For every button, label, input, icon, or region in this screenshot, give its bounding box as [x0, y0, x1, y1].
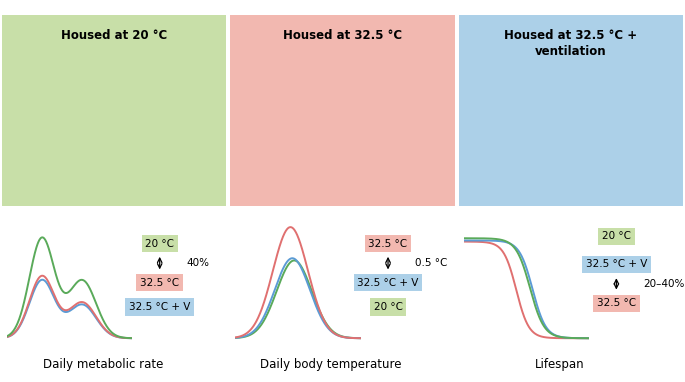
Text: 32.5 °C: 32.5 °C: [140, 278, 179, 288]
Text: 32.5 °C + V: 32.5 °C + V: [129, 302, 190, 312]
Text: 40%: 40%: [186, 258, 210, 268]
Text: Daily metabolic rate: Daily metabolic rate: [42, 358, 163, 371]
Text: 0.5 °C: 0.5 °C: [415, 258, 447, 268]
Text: Housed at 32.5 °C: Housed at 32.5 °C: [283, 29, 402, 42]
Text: 32.5 °C + V: 32.5 °C + V: [586, 259, 647, 269]
Text: 32.5 °C: 32.5 °C: [369, 239, 408, 249]
Text: 20–40%: 20–40%: [643, 279, 684, 289]
Text: 32.5 °C: 32.5 °C: [597, 298, 636, 308]
Text: 20 °C: 20 °C: [373, 302, 403, 312]
Text: Housed at 32.5 °C +
ventilation: Housed at 32.5 °C + ventilation: [504, 29, 638, 58]
Text: 20 °C: 20 °C: [602, 231, 631, 241]
Text: Lifespan: Lifespan: [534, 358, 584, 371]
Text: Daily body temperature: Daily body temperature: [260, 358, 402, 371]
Text: 20 °C: 20 °C: [145, 239, 174, 249]
Text: 32.5 °C + V: 32.5 °C + V: [358, 278, 419, 288]
Text: Housed at 20 °C: Housed at 20 °C: [61, 29, 167, 42]
